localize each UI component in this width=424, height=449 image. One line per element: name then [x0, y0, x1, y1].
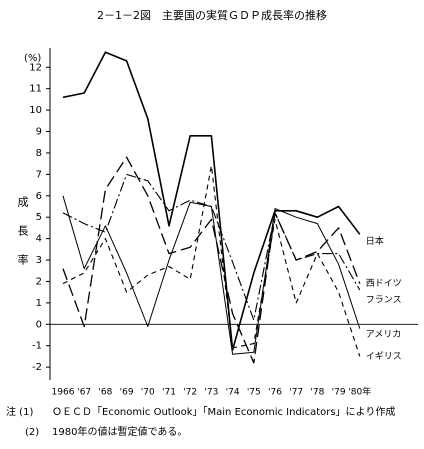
note-text: 1980年の値は暫定値である。	[52, 425, 187, 438]
x-tick-label: '69	[120, 388, 134, 398]
chart-title: 2－1－2図 主要国の実質ＧＤＰ成長率の推移	[97, 8, 327, 22]
y-tick-label: 1	[36, 298, 42, 309]
y-tick-label: 12	[29, 62, 42, 73]
note-marker: (2)	[25, 427, 39, 438]
x-tick-label: '79	[332, 388, 346, 398]
y-unit: (%)	[24, 53, 41, 64]
y-tick-label: 8	[36, 148, 42, 159]
y-tick-label: 5	[36, 212, 42, 223]
series-line	[62, 51, 361, 351]
x-tick-label: '72	[183, 388, 197, 398]
series-line	[62, 195, 361, 355]
series-label: イギリス	[366, 351, 402, 362]
y-tick-label: 6	[36, 191, 42, 202]
y-tick-label: -2	[32, 362, 42, 373]
series-label: アメリカ	[366, 329, 402, 340]
y-tick-label: 2	[36, 276, 42, 287]
y-tick-label: 0	[36, 319, 42, 330]
x-tick-label: '76	[268, 388, 282, 398]
y-tick-label: 9	[36, 127, 42, 138]
x-tick-label: '80年	[348, 386, 371, 398]
x-tick-label: 1966	[52, 388, 75, 398]
y-tick-label: 4	[36, 234, 42, 245]
note-marker: 注 (1)	[6, 405, 33, 418]
x-tick-label: '68	[98, 388, 112, 398]
x-tick-label: '71	[162, 388, 176, 398]
x-tick-label: '73	[204, 388, 218, 398]
x-tick-label: '77	[289, 388, 303, 398]
y-tick-label: -1	[32, 341, 42, 352]
x-tick-label: '70	[141, 388, 155, 398]
y-tick-label: 3	[36, 255, 42, 266]
y-axis-label: 成長率	[16, 196, 29, 283]
y-tick-label: 11	[29, 84, 42, 95]
note-text: ＯＥＣＤ「Economic Outlook」「Main Economic Ind…	[52, 406, 395, 418]
x-tick-label: '78	[310, 388, 324, 398]
series-label: フランス	[366, 295, 402, 306]
series-line	[62, 165, 361, 357]
x-tick-label: '74	[226, 388, 240, 398]
x-tick-label: '67	[77, 388, 91, 398]
series-line	[62, 156, 361, 364]
series-line	[62, 173, 361, 321]
y-tick-label: 7	[36, 169, 42, 180]
x-tick-label: '75	[247, 388, 261, 398]
series-label: 西ドイツ	[366, 278, 402, 289]
series-label: 日本	[366, 235, 384, 247]
y-tick-label: 10	[29, 105, 42, 116]
